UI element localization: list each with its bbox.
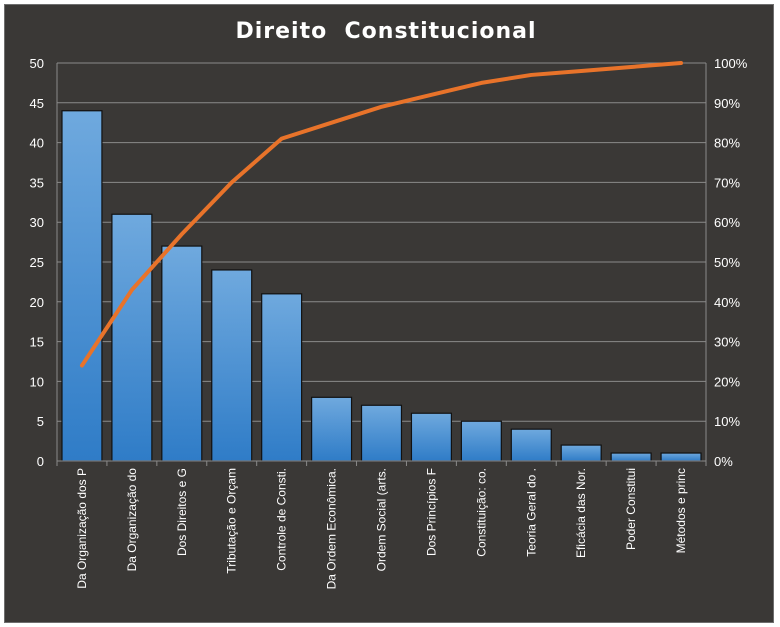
bar: [460, 420, 502, 462]
y-tick-label: 35: [30, 175, 44, 190]
y2-tick-label: 30%: [714, 335, 740, 350]
bar: [111, 213, 153, 462]
y-tick-label: 25: [30, 255, 44, 270]
y2-tick-label: 10%: [714, 414, 740, 429]
right-axis-ticks: 0% 10% 20% 30% 40% 50% 60% 70% 80% 90% 100%: [714, 56, 748, 469]
category-label: Constituição: co.: [474, 468, 488, 557]
y-tick-label: 5: [37, 414, 44, 429]
y-tick-label: 30: [30, 215, 44, 230]
category-label: Dos Princípios F: [424, 468, 438, 556]
bar: [61, 110, 103, 462]
y2-tick-label: 60%: [714, 215, 740, 230]
y2-tick-label: 0%: [714, 454, 733, 469]
y2-tick-label: 90%: [714, 96, 740, 111]
y-tick-label: 45: [30, 96, 44, 111]
cumulative-line: [79, 61, 684, 368]
y-tick-label: 10: [30, 374, 44, 389]
category-label: Da Organização do: [125, 468, 139, 572]
y2-tick-label: 80%: [714, 136, 740, 151]
category-label: Teoria Geral do .: [524, 468, 538, 557]
bar: [161, 245, 203, 462]
category-label: Da Organização dos P: [75, 468, 89, 589]
cumulative-line-series: [79, 61, 684, 368]
category-label: Dos Direitos e G: [175, 468, 189, 556]
bar: [211, 269, 253, 462]
y2-tick-label: 100%: [714, 56, 748, 71]
axes: [56, 63, 707, 466]
y-tick-label: 40: [30, 136, 44, 151]
y-tick-label: 50: [30, 56, 44, 71]
gridlines: [57, 62, 706, 422]
y2-tick-label: 50%: [714, 255, 740, 270]
bar: [360, 404, 403, 462]
chart-title: Direito Constitucional: [235, 19, 536, 44]
bar: [261, 293, 303, 462]
category-label: Métodos e princ: [674, 468, 688, 553]
y-tick-label: 0: [37, 454, 44, 469]
category-label: Da Ordem Econômica.: [325, 468, 339, 589]
category-label: Poder Constitui: [624, 468, 638, 550]
bar: [610, 452, 652, 462]
y-tick-label: 15: [30, 335, 44, 350]
bar: [560, 444, 602, 462]
y2-tick-label: 20%: [714, 374, 740, 389]
bar-series: [61, 110, 702, 462]
category-label: Eficácia das Nor.: [574, 468, 588, 558]
left-axis-ticks: 0 5 10 15 20 25 30 35 40 45 50: [30, 56, 44, 469]
bar: [510, 428, 552, 462]
bar: [660, 452, 702, 462]
bar: [311, 396, 353, 462]
bar: [410, 412, 452, 462]
category-label: Ordem Social (arts.: [375, 468, 389, 571]
y2-tick-label: 40%: [714, 295, 740, 310]
category-label: Controle de Consti.: [275, 468, 289, 571]
category-label: Tributação e Orçam: [225, 468, 239, 574]
y-tick-label: 20: [30, 295, 44, 310]
category-axis-ticks: Da Organização dos P Da Organização do Dos…: [75, 468, 688, 590]
y2-tick-label: 70%: [714, 175, 740, 190]
